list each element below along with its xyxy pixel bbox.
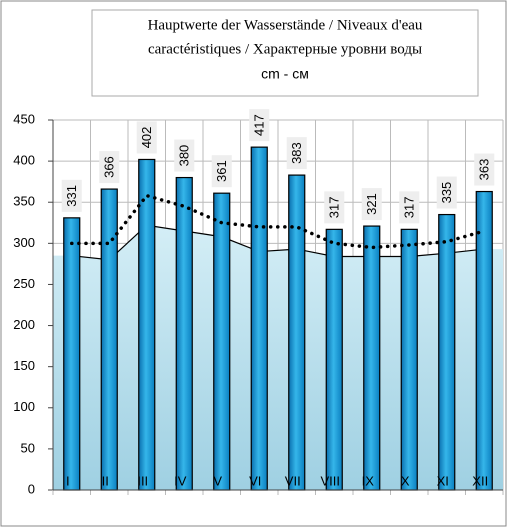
y-tick-label: 300 [13,235,35,250]
chart-title: caractéristiques / Характерные уровни во… [148,41,422,57]
bar [325,228,343,491]
x-tick-label: V [213,473,222,488]
chart-title: Hauptwerte der Wasserstände / Niveaux d'… [148,17,423,33]
data-label-text: 331 [64,185,79,207]
data-label-box [61,179,82,212]
data-label-text: 335 [439,182,454,204]
bar [138,158,156,491]
data-label: 335 [436,176,457,209]
data-label-text: 383 [289,142,304,164]
data-label: 402 [136,121,157,154]
x-tick-label: XI [437,473,449,488]
data-label-box [286,137,307,170]
data-label-box [249,109,270,142]
y-tick-label: 400 [13,153,35,168]
bar [438,213,456,491]
data-label: 331 [61,179,82,212]
data-label: 361 [211,155,232,188]
x-tick-label: VII [285,473,301,488]
data-label: 321 [361,188,382,221]
y-tick-label: 200 [13,317,35,332]
x-tick-label: I [66,473,70,488]
x-tick-label: VIII [320,473,340,488]
x-tick-label: VI [249,473,261,488]
data-label-text: 402 [139,127,154,149]
bar [288,174,306,491]
bar [250,146,268,491]
data-label: 417 [249,109,270,142]
x-tick-label: XII [472,473,488,488]
y-tick-label: 250 [13,276,35,291]
data-label-box [399,191,420,224]
data-label-box [99,151,120,184]
chart-subtitle: cm - см [261,66,309,82]
dotted-line [70,193,486,250]
bar [475,190,493,491]
data-label-box [436,176,457,209]
y-tick-label: 100 [13,399,35,414]
bar [100,188,118,491]
data-label-box [474,153,495,186]
area [53,225,503,490]
data-label-box [174,139,195,172]
x-tick-label: II [102,473,109,488]
bar [363,225,381,491]
data-label-text: 361 [214,160,229,182]
data-label: 383 [286,137,307,170]
data-label: 363 [474,153,495,186]
x-tick-label: IX [362,473,375,488]
bar [63,217,81,491]
y-tick-label: 50 [21,440,35,455]
y-tick-label: 350 [13,194,35,209]
data-label: 317 [324,191,345,224]
data-label-text: 380 [177,145,192,167]
bar [175,176,193,491]
x-tick-label: X [401,473,410,488]
data-label-text: 363 [477,159,492,181]
bar [400,228,418,491]
data-label: 366 [99,151,120,184]
data-label: 380 [174,139,195,172]
data-label-text: 317 [327,197,342,219]
title-box [91,9,479,97]
data-label-box [211,155,232,188]
data-label-box [324,191,345,224]
data-label-text: 366 [102,156,117,178]
bar [213,192,231,491]
data-label-box [136,121,157,154]
x-tick-label: IV [174,473,187,488]
y-tick-label: 150 [13,358,35,373]
data-label-text: 317 [402,197,417,219]
y-tick-label: 0 [28,481,35,496]
x-tick-label: III [137,473,148,488]
data-label: 317 [399,191,420,224]
data-label-text: 417 [252,114,267,136]
y-tick-label: 450 [13,111,35,126]
data-label-box [361,188,382,221]
data-label-text: 321 [364,193,379,215]
